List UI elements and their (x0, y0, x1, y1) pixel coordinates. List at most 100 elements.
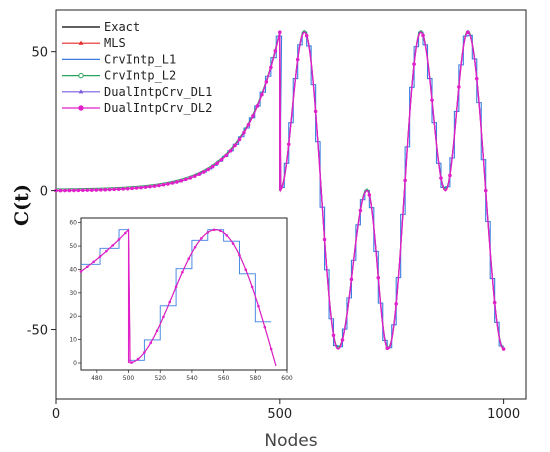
series-dualintpcrv-dl2-marker (304, 33, 309, 38)
series-dualintpcrv-dl2-marker (251, 114, 255, 118)
legend-marker (78, 89, 84, 94)
series-dualintpcrv-dl2-marker (206, 167, 210, 172)
inset-x-tick-label: 480 (91, 375, 103, 382)
inset-series-dualintpcrv-dl2-marker (143, 351, 146, 354)
inset-series-dualintpcrv-dl2-marker (225, 234, 229, 237)
inset-series-crvintp-l1-line (81, 229, 272, 363)
inset-series-dualintpcrv-dl2-line (80, 228, 277, 366)
inset-series-dualintpcrv-dl2-marker (111, 244, 114, 247)
series-dualintpcrv-dl2-marker (474, 76, 479, 81)
series-dualintpcrv-dl2-marker (224, 153, 228, 158)
series-dualintpcrv-dl2-marker (260, 92, 264, 97)
inset-series-dualintpcrv-dl2-marker (206, 231, 210, 234)
series-dualintpcrv-dl2-marker (448, 173, 452, 178)
inset-series-dualintpcrv-dl2-marker (105, 249, 108, 253)
inset-axis-ticks: 480 500 520 540 560 580 600 0 10 20 30 40 50 60 (69, 220, 293, 382)
inset-series-dualintpcrv-dl2-marker (124, 231, 127, 235)
series-dualintpcrv-dl2-marker (246, 122, 251, 127)
series-dualintpcrv-dl2-marker (466, 30, 470, 35)
series-dualintpcrv-dl2-marker (358, 208, 363, 213)
inset-series-dualintpcrv-dl2-marker (136, 357, 140, 361)
series-dualintpcrv-dl2-marker (483, 188, 488, 193)
series-dualintpcrv-dl2-marker (175, 180, 179, 184)
series-dualintpcrv-dl2-marker (215, 161, 219, 166)
series-dualintpcrv-dl2-marker (90, 188, 94, 192)
series-dualintpcrv-dl2-marker (139, 185, 143, 190)
series-dualintpcrv-dl2-marker (107, 187, 112, 192)
series-dualintpcrv-dl2-marker (269, 65, 273, 70)
inset-plot-area (80, 217, 288, 371)
inset-x-tick-label: 540 (186, 375, 198, 382)
series-dualintpcrv-dl2-marker (188, 176, 193, 180)
legend-entry-label: DualIntpCrv_DL2 (104, 101, 212, 115)
series-dualintpcrv-dl2-marker (233, 143, 237, 148)
series-dualintpcrv-dl2-marker (143, 185, 148, 189)
series-dualintpcrv-dl2-marker (134, 186, 139, 190)
series-dualintpcrv-dl2-marker (67, 188, 72, 193)
series-dualintpcrv-dl2-marker (112, 187, 116, 192)
inset-series-dualintpcrv-dl2-marker (231, 242, 235, 245)
inset-x-tick-label: 580 (250, 375, 262, 382)
inset-curves (79, 228, 277, 366)
legend-marker (78, 40, 84, 45)
series-dualintpcrv-dl2-marker (81, 188, 85, 193)
inset-x-tick-label: 600 (281, 375, 293, 382)
inset-series-dualintpcrv-dl2-marker (212, 228, 216, 232)
series-dualintpcrv-dl2-marker (201, 170, 206, 174)
legend: Exact MLS CrvIntp_L1 CrvIntp_L2 DualIntpCrv_… (62, 20, 212, 115)
inset-y-tick-label: 0 (73, 360, 77, 367)
series-dualintpcrv-dl2-marker (130, 186, 134, 191)
series-dualintpcrv-dl2-marker (72, 188, 76, 193)
series-dualintpcrv-dl2-marker (98, 188, 103, 192)
series-dualintpcrv-dl2-marker (322, 237, 327, 242)
series-dualintpcrv-dl2-marker (152, 184, 157, 188)
series-dualintpcrv-dl2-marker (367, 193, 372, 197)
inset-series-dualintpcrv-dl2-marker (117, 238, 121, 241)
inset-series-dualintpcrv-dl2-marker (92, 260, 95, 264)
inset-series-dualintpcrv-dl2-marker (257, 304, 260, 308)
legend-marker (78, 105, 84, 111)
series-dualintpcrv-dl2-marker (148, 184, 152, 189)
series-dualintpcrv-dl2-marker (184, 177, 188, 182)
main-curves (54, 29, 506, 351)
inset-series-dualintpcrv-dl2-marker (174, 285, 178, 289)
series-dualintpcrv-dl2-marker (255, 104, 260, 108)
series-dualintpcrv-dl2-marker (161, 182, 166, 187)
inset-series-dualintpcrv-dl2-marker (193, 245, 197, 249)
inset-series-dualintpcrv-dl2-marker (130, 361, 134, 364)
series-dualintpcrv-dl2-marker (385, 346, 390, 351)
y-tick-label: 50 (31, 46, 48, 61)
series-dualintpcrv-dl2-marker (439, 176, 443, 180)
inset-x-tick-label: 520 (155, 375, 167, 382)
series-dualintpcrv-dl2-marker (166, 182, 170, 186)
inset-series-dualintpcrv-dl2-marker (238, 253, 241, 257)
series-dualintpcrv-dl2-marker (58, 188, 63, 193)
series-dualintpcrv-dl2-marker (125, 186, 130, 191)
inset-series-dualintpcrv-dl2-marker (168, 300, 172, 304)
series-dualintpcrv-dl2-marker (242, 130, 246, 135)
series-dualintpcrv-dl2-marker (492, 300, 497, 305)
series-dualintpcrv-dl2-marker (63, 188, 67, 193)
inset-series-dualintpcrv-dl2-marker (162, 315, 165, 319)
legend-marker (78, 72, 84, 79)
series-dualintpcrv-dl2-marker (295, 57, 300, 62)
inset-series-dualintpcrv-dl2-marker (269, 347, 273, 351)
series-dualintpcrv-dl2-marker (116, 187, 121, 191)
y-tick-label: 0 (40, 185, 48, 200)
inset-series-dualintpcrv-dl2-marker (79, 270, 83, 273)
inset-x-tick-label: 500 (123, 375, 135, 382)
inset-series-dualintpcrv-dl2-marker (98, 255, 102, 258)
series-dualintpcrv-dl2-marker (273, 49, 278, 53)
series-dualintpcrv-dl2-marker (412, 62, 416, 66)
series-dualintpcrv-dl2-marker (264, 80, 269, 84)
series-dualintpcrv-dl2-marker (219, 157, 224, 162)
x-tick-label: 500 (267, 407, 292, 422)
series-dualintpcrv-dl2-marker (457, 85, 461, 89)
series-dualintpcrv-dl2-marker (179, 178, 184, 183)
inset-series-dualintpcrv-dl2-marker (155, 329, 159, 333)
x-axis-label: Nodes (264, 431, 317, 451)
series-dualintpcrv-dl2-marker (394, 302, 398, 306)
y-tick-label: -50 (27, 324, 48, 339)
legend-entry-label: Exact (104, 20, 140, 34)
series-dualintpcrv-dl2-marker (121, 187, 125, 191)
